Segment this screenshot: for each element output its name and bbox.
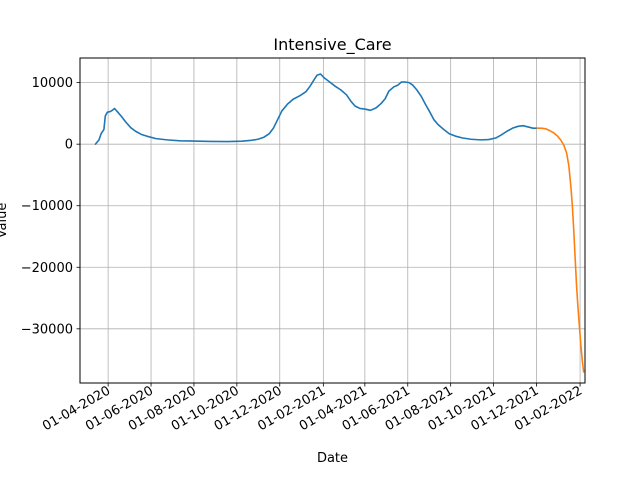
y-tick-label: −10000 xyxy=(21,199,73,214)
y-axis-ticks: −30000 −20000 −10000 0 10000 xyxy=(21,76,80,337)
series-line-1 xyxy=(94,73,538,145)
grid-lines xyxy=(80,58,585,383)
y-tick-label: −30000 xyxy=(21,322,73,337)
y-axis-label: Value xyxy=(0,203,10,239)
y-tick-label: 10000 xyxy=(32,76,73,91)
y-tick-label: −20000 xyxy=(21,261,73,276)
plot-frame xyxy=(79,57,586,384)
series-line-2 xyxy=(536,127,585,373)
chart-title: Intensive_Care xyxy=(273,35,391,55)
x-axis-label: Date xyxy=(317,451,348,466)
plot-series xyxy=(94,73,585,373)
y-tick-label: 0 xyxy=(65,138,73,153)
